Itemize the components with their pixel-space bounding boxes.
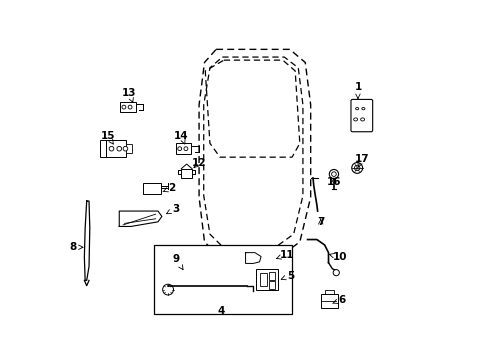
Ellipse shape — [183, 147, 187, 150]
Bar — [154, 245, 291, 314]
Ellipse shape — [361, 108, 364, 110]
Ellipse shape — [332, 270, 339, 276]
Bar — [142, 183, 161, 194]
Text: 13: 13 — [122, 88, 136, 102]
Text: 9: 9 — [172, 254, 183, 270]
Ellipse shape — [117, 147, 122, 151]
Ellipse shape — [123, 147, 127, 151]
Bar — [176, 143, 191, 154]
Text: 4: 4 — [218, 306, 225, 316]
Text: 5: 5 — [281, 271, 294, 281]
Ellipse shape — [178, 147, 181, 150]
Ellipse shape — [351, 163, 362, 173]
Text: 17: 17 — [354, 154, 368, 167]
Text: 15: 15 — [100, 131, 115, 144]
Ellipse shape — [163, 284, 173, 295]
Text: 6: 6 — [332, 294, 345, 305]
Text: 1: 1 — [354, 82, 361, 99]
Bar — [259, 274, 267, 286]
FancyBboxPatch shape — [350, 99, 372, 132]
Bar — [100, 140, 106, 157]
Text: 12: 12 — [191, 158, 206, 168]
Ellipse shape — [122, 105, 125, 109]
Ellipse shape — [355, 108, 358, 110]
Text: 7: 7 — [316, 217, 324, 227]
Text: 10: 10 — [329, 252, 346, 262]
Polygon shape — [84, 201, 90, 280]
Bar — [268, 272, 274, 280]
Ellipse shape — [328, 170, 338, 179]
Bar — [268, 281, 274, 289]
Ellipse shape — [331, 172, 336, 176]
Bar — [256, 269, 278, 291]
Text: 16: 16 — [326, 177, 341, 187]
Text: 11: 11 — [276, 250, 293, 260]
Ellipse shape — [354, 165, 359, 171]
Text: 3: 3 — [166, 204, 179, 214]
Text: 2: 2 — [163, 183, 175, 193]
Ellipse shape — [109, 147, 114, 151]
Bar — [106, 140, 126, 157]
Bar — [320, 294, 337, 308]
Ellipse shape — [360, 118, 364, 121]
Bar — [120, 102, 135, 112]
Ellipse shape — [353, 118, 357, 121]
Ellipse shape — [128, 105, 132, 109]
Text: 8: 8 — [69, 242, 83, 252]
Text: 14: 14 — [174, 131, 188, 144]
Polygon shape — [119, 211, 162, 226]
Polygon shape — [245, 253, 261, 264]
Bar — [126, 144, 132, 153]
Bar — [181, 169, 192, 178]
